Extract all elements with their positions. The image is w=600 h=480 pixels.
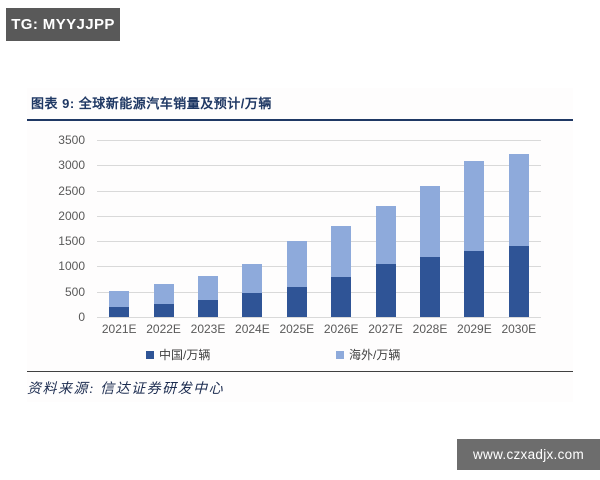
- legend-swatch-icon: [146, 350, 154, 359]
- bar-segment-overseas: [286, 241, 307, 287]
- bar-segment-china: [420, 257, 440, 317]
- gridline: [97, 241, 541, 243]
- bar-segment-overseas: [198, 275, 218, 301]
- y-axis-tick-label: 0: [78, 310, 85, 324]
- y-axis-tick-label: 1000: [58, 259, 85, 274]
- bar-segment-overseas: [331, 225, 352, 278]
- legend-label: 中国/万辆: [159, 348, 211, 362]
- x-axis-tick-label: 2024E: [235, 322, 270, 336]
- telegram-tag-badge: TG: MYYJJPP: [6, 8, 120, 41]
- x-axis-tick-label: 2029E: [457, 322, 492, 336]
- x-axis-tick-label: 2027E: [368, 322, 403, 336]
- legend-item-china: 中国/万辆: [146, 346, 210, 363]
- telegram-tag-label: TG: MYYJJPP: [11, 16, 115, 33]
- bar-segment-overseas: [420, 185, 440, 258]
- legend-swatch-icon: [336, 350, 344, 359]
- watermark-badge: www.czxadjx.com: [457, 439, 600, 470]
- bar-segment-overseas: [508, 154, 529, 247]
- x-axis-tick-label: 2023E: [190, 322, 226, 336]
- chart-legend: 中国/万辆 海外/万辆: [27, 337, 573, 371]
- bar-segment-china: [109, 306, 130, 317]
- x-axis-tick-label: 2021E: [101, 322, 137, 336]
- gridline: [97, 291, 541, 293]
- bar-segment-china: [375, 263, 396, 317]
- x-axis-tick-label: 2030E: [501, 322, 537, 336]
- gridline: [97, 165, 541, 167]
- gridline: [97, 140, 541, 141]
- gridline: [97, 317, 541, 318]
- bar-segment-china: [153, 303, 174, 317]
- bar-segment-overseas: [464, 161, 485, 251]
- x-axis-tick-label: 2022E: [146, 322, 181, 336]
- y-axis-tick-label: 2000: [58, 208, 85, 223]
- bar-segment-overseas: [242, 263, 263, 294]
- bar-segment-overseas: [109, 290, 130, 307]
- x-axis-tick-label: 2025E: [279, 322, 315, 336]
- gridline: [97, 215, 541, 217]
- y-axis-tick-label: 3000: [58, 158, 85, 173]
- x-axis-tick-label: 2026E: [323, 322, 359, 336]
- y-axis-tick-label: 500: [64, 284, 85, 299]
- bar-segment-china: [464, 250, 485, 317]
- y-axis-tick-label: 1500: [58, 234, 85, 249]
- figure-block: 图表 9: 全球新能源汽车销量及预计/万辆 0 500 1000 1500 2000 25…: [27, 88, 573, 402]
- y-axis-tick-label: 3500: [58, 133, 85, 147]
- watermark-label: www.czxadjx.com: [472, 447, 585, 462]
- y-axis-tick-label: 2500: [58, 183, 85, 198]
- chart-plot: 0 500 1000 1500 2000 2500 3000 3500 2021E 2022E 20…: [27, 121, 573, 337]
- figure-bottom-rule: [27, 371, 573, 372]
- bar-segment-china: [198, 300, 218, 317]
- gridline: [97, 266, 541, 268]
- bar-segment-china: [286, 286, 307, 317]
- legend-item-overseas: 海外/万辆: [336, 346, 400, 363]
- bar-segment-china: [242, 293, 263, 317]
- x-axis-tick-label: 2028E: [412, 322, 448, 336]
- chart-title: 图表 9: 全球新能源汽车销量及预计/万辆: [27, 88, 573, 121]
- gridline: [97, 190, 541, 192]
- source-note: 资料来源: 信达证券研发中心: [27, 382, 225, 397]
- bar-segment-china: [331, 277, 352, 317]
- bar-segment-overseas: [375, 205, 396, 264]
- bar-segment-china: [508, 246, 529, 317]
- legend-label: 海外/万辆: [349, 348, 401, 362]
- bar-segment-overseas: [153, 284, 174, 304]
